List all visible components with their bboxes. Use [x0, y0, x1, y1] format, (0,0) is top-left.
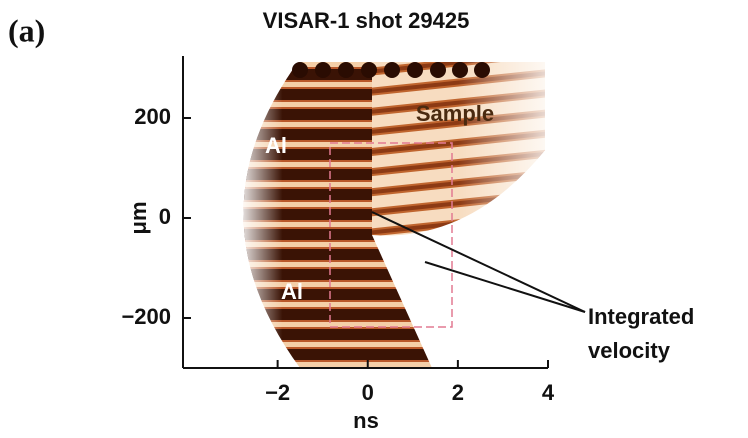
annotation: velocity	[588, 338, 671, 363]
y-tick-label: −200	[121, 304, 171, 329]
chart-title: VISAR-1 shot 29425	[263, 8, 470, 33]
annotation: Al	[281, 279, 303, 304]
y-tick-label: 200	[134, 104, 171, 129]
x-tick-label: 2	[452, 380, 464, 405]
streak-image	[243, 62, 545, 368]
x-axis-label: ns	[353, 408, 379, 433]
y-axis-label: μm	[126, 201, 151, 234]
x-tick-label: 0	[362, 380, 374, 405]
y-tick-label: 0	[159, 204, 171, 229]
annotation: Sample	[416, 101, 494, 126]
x-tick-label: −2	[265, 380, 290, 405]
integration-box	[329, 142, 453, 328]
pointer-line	[424, 261, 586, 313]
annotation: Integrated	[588, 304, 694, 329]
pointer-line	[371, 211, 586, 313]
panel-label: (a)	[8, 12, 45, 48]
x-tick-label: 4	[542, 380, 555, 405]
annotation: Al	[265, 133, 287, 158]
